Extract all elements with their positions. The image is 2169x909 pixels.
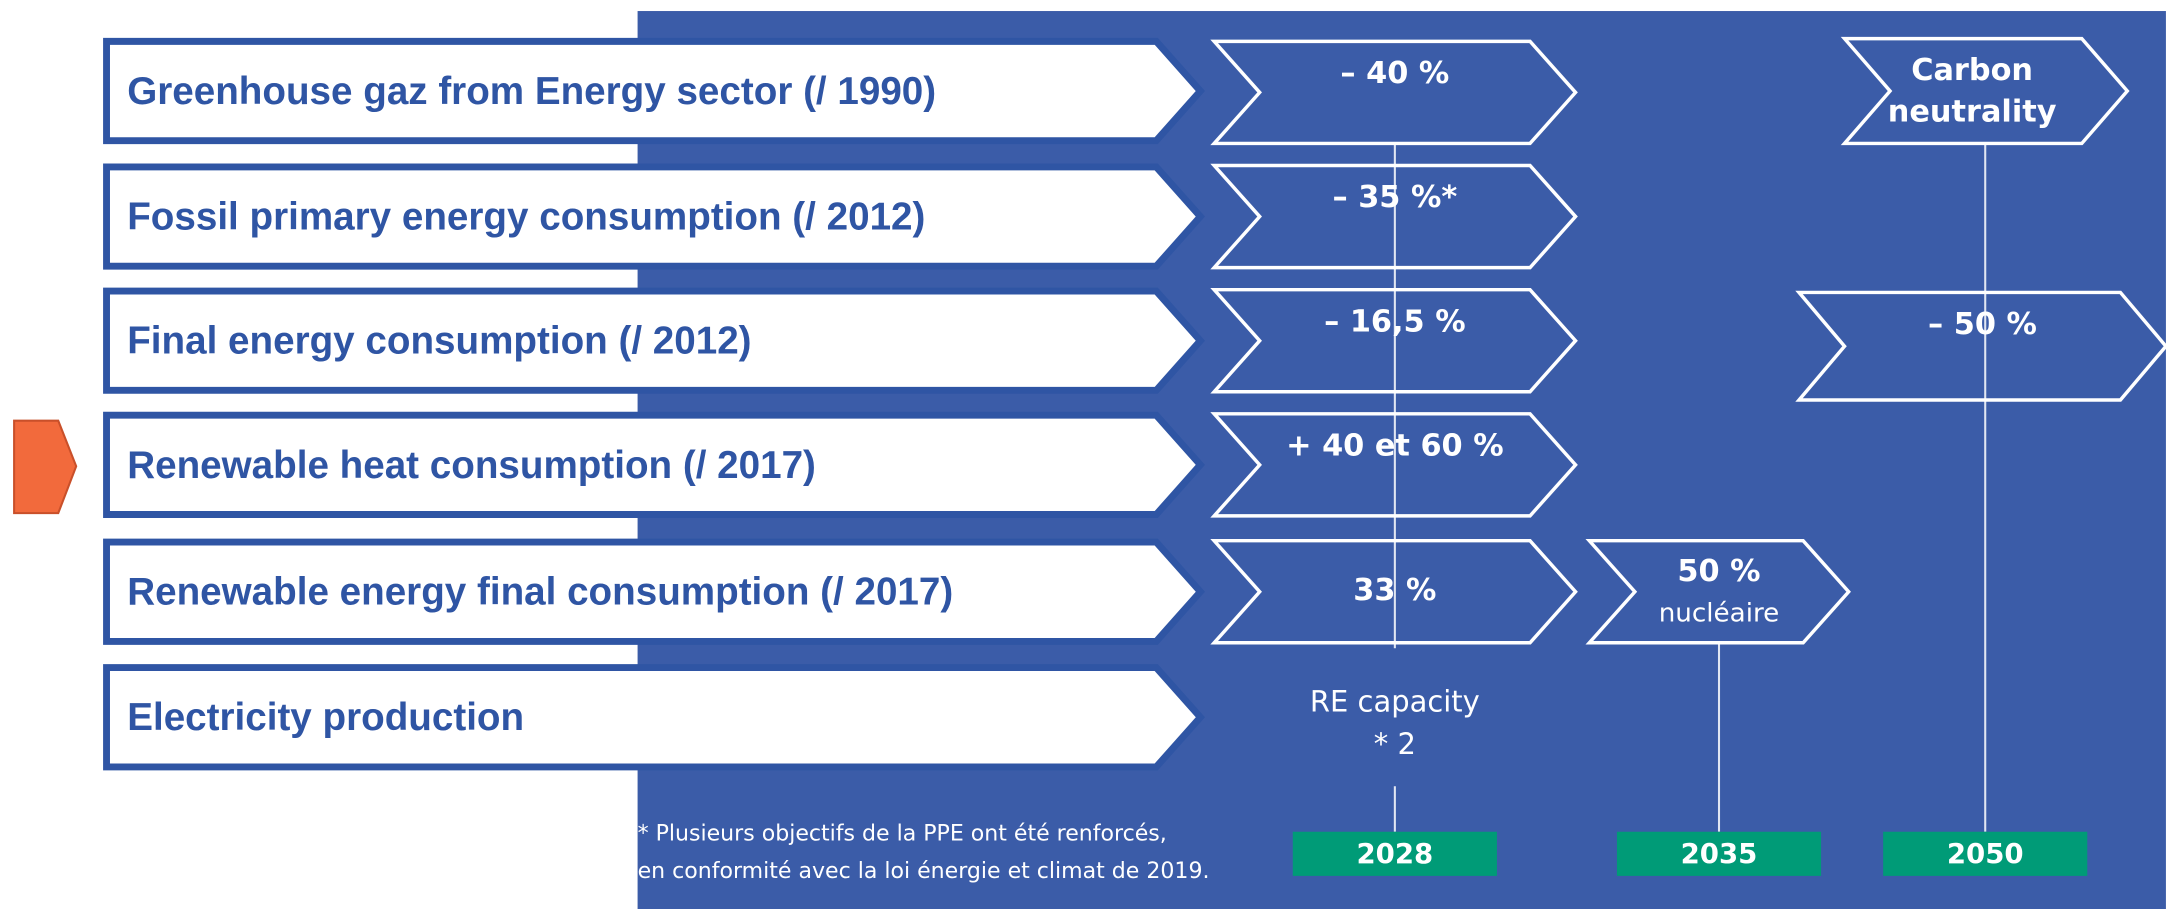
target-value: nucléaire	[1659, 598, 1780, 628]
year-label: 2028	[1356, 837, 1433, 870]
target-chevron	[1210, 287, 1578, 394]
row-label: Renewable energy final consumption (/ 20…	[127, 571, 953, 614]
row-arrow	[103, 287, 1205, 394]
row-label: Greenhouse gaz from Energy sector (/ 199…	[127, 70, 936, 113]
electricity-note: RE capacity	[1310, 684, 1480, 718]
footnote: * Plusieurs objectifs de la PPE ont été …	[638, 822, 1167, 847]
marker-arrow	[13, 419, 78, 515]
timeline-lines	[1393, 143, 1987, 832]
footnote: en conformité avec la loi énergie et cli…	[638, 859, 1210, 884]
row-arrow	[103, 37, 1205, 145]
target-value: – 50 %	[1928, 307, 2037, 342]
target-chevron	[1210, 39, 1578, 146]
target-chevron	[1840, 36, 2130, 146]
row-label: Renewable heat consumption (/ 2017)	[127, 444, 816, 487]
target-chevron	[1795, 290, 2169, 402]
target-value: 33 %	[1353, 573, 1436, 608]
target-chevron	[1210, 412, 1578, 518]
target-chevron	[1210, 538, 1578, 645]
year-box	[1292, 831, 1497, 876]
target-chevron	[1210, 163, 1578, 270]
target-value: Carbon	[1911, 53, 2033, 88]
row-arrow	[103, 538, 1205, 645]
target-value: – 35 %*	[1332, 180, 1457, 215]
row-label: Fossil primary energy consumption (/ 201…	[127, 196, 925, 239]
target-value: 50 %	[1677, 554, 1760, 589]
year-box	[1616, 831, 1822, 876]
row-label: Electricity production	[127, 696, 524, 739]
target-value: – 40 %	[1340, 56, 1449, 91]
target-value: + 40 et 60 %	[1286, 428, 1504, 463]
row-arrow	[103, 163, 1205, 270]
target-value: – 16,5 %	[1324, 304, 1466, 339]
row-arrow	[103, 664, 1205, 771]
target-value: neutrality	[1888, 95, 2057, 130]
row-label: Final energy consumption (/ 2012)	[127, 320, 751, 363]
row-arrow	[103, 411, 1205, 518]
year-label: 2050	[1947, 837, 2024, 870]
year-label: 2035	[1681, 837, 1758, 870]
target-chevron	[1585, 538, 1851, 645]
electricity-note: * 2	[1374, 727, 1416, 761]
year-box	[1883, 831, 2088, 876]
